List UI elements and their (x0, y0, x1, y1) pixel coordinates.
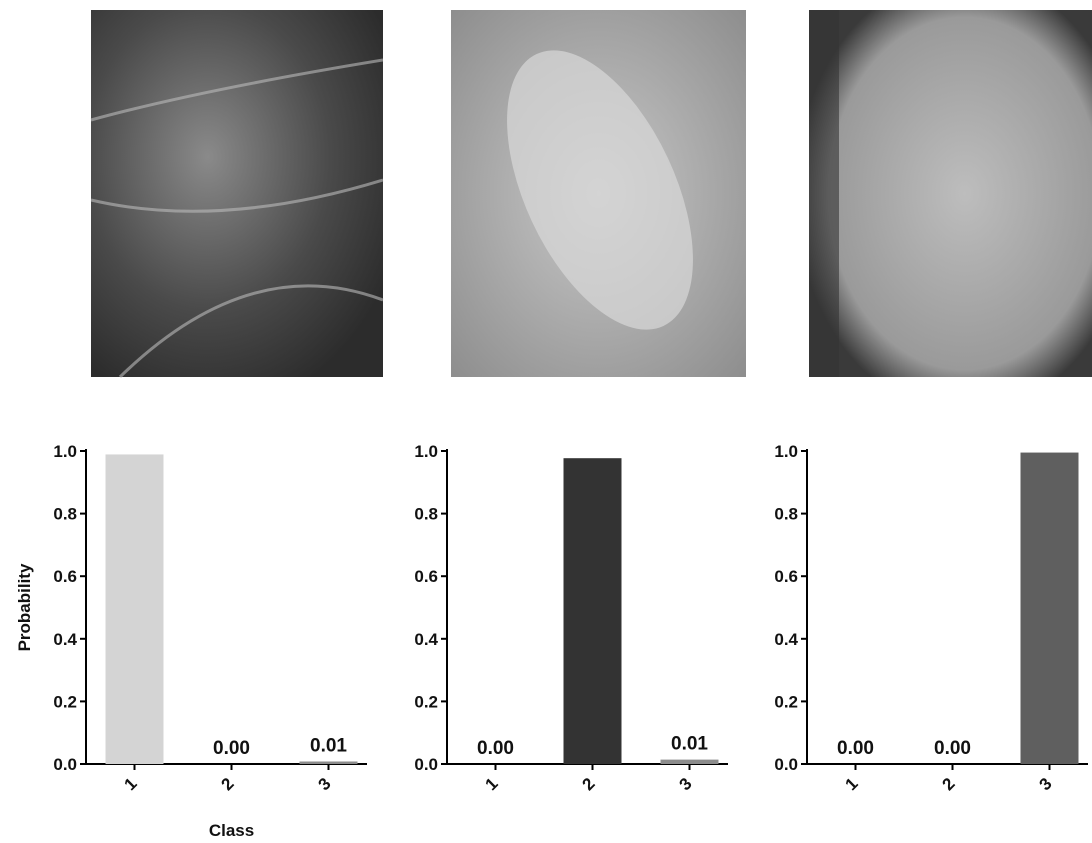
x-tick-label: 3 (315, 774, 335, 794)
value-label: 0.00 (213, 738, 250, 759)
y-axis-label: Probability (15, 563, 34, 651)
x-tick-label: 1 (482, 774, 502, 794)
y-tick-label: 0.8 (414, 505, 438, 524)
value-label: 0.00 (837, 738, 874, 759)
x-tick-label: 1 (842, 774, 862, 794)
value-label: 0.00 (934, 738, 971, 759)
y-tick-label: 0.2 (414, 692, 438, 711)
y-tick-label: 0.6 (774, 567, 798, 586)
x-tick-label: 2 (939, 774, 959, 794)
y-tick-label: 0.2 (53, 692, 77, 711)
x-tick-label: 3 (1036, 774, 1056, 794)
y-tick-label: 0.8 (53, 505, 77, 524)
image-panel (451, 10, 746, 377)
value-label: 0.01 (310, 735, 347, 756)
bar (105, 454, 164, 764)
y-tick-label: 1.0 (414, 442, 438, 461)
x-tick-label: 2 (218, 774, 238, 794)
bar (660, 759, 719, 764)
x-axis-label: Class (209, 821, 254, 840)
y-tick-label: 1.0 (53, 442, 77, 461)
value-label: 0.00 (477, 738, 514, 759)
y-tick-label: 0.6 (414, 567, 438, 586)
image-panel (809, 10, 1092, 377)
y-tick-label: 0.0 (414, 755, 438, 774)
image-panel (90, 10, 384, 379)
y-tick-label: 0.8 (774, 505, 798, 524)
y-tick-label: 0.2 (774, 692, 798, 711)
y-tick-label: 1.0 (774, 442, 798, 461)
value-label: 0.01 (671, 734, 708, 755)
x-tick-label: 1 (121, 774, 141, 794)
y-tick-label: 0.4 (774, 630, 798, 649)
y-tick-label: 0.4 (414, 630, 438, 649)
x-tick-label: 2 (579, 774, 599, 794)
y-tick-label: 0.0 (53, 755, 77, 774)
y-tick-label: 0.4 (53, 630, 77, 649)
y-tick-label: 0.6 (53, 567, 77, 586)
y-tick-label: 0.0 (774, 755, 798, 774)
bar (299, 761, 358, 764)
x-tick-label: 3 (676, 774, 696, 794)
bar (1020, 452, 1079, 764)
bar (563, 458, 622, 764)
